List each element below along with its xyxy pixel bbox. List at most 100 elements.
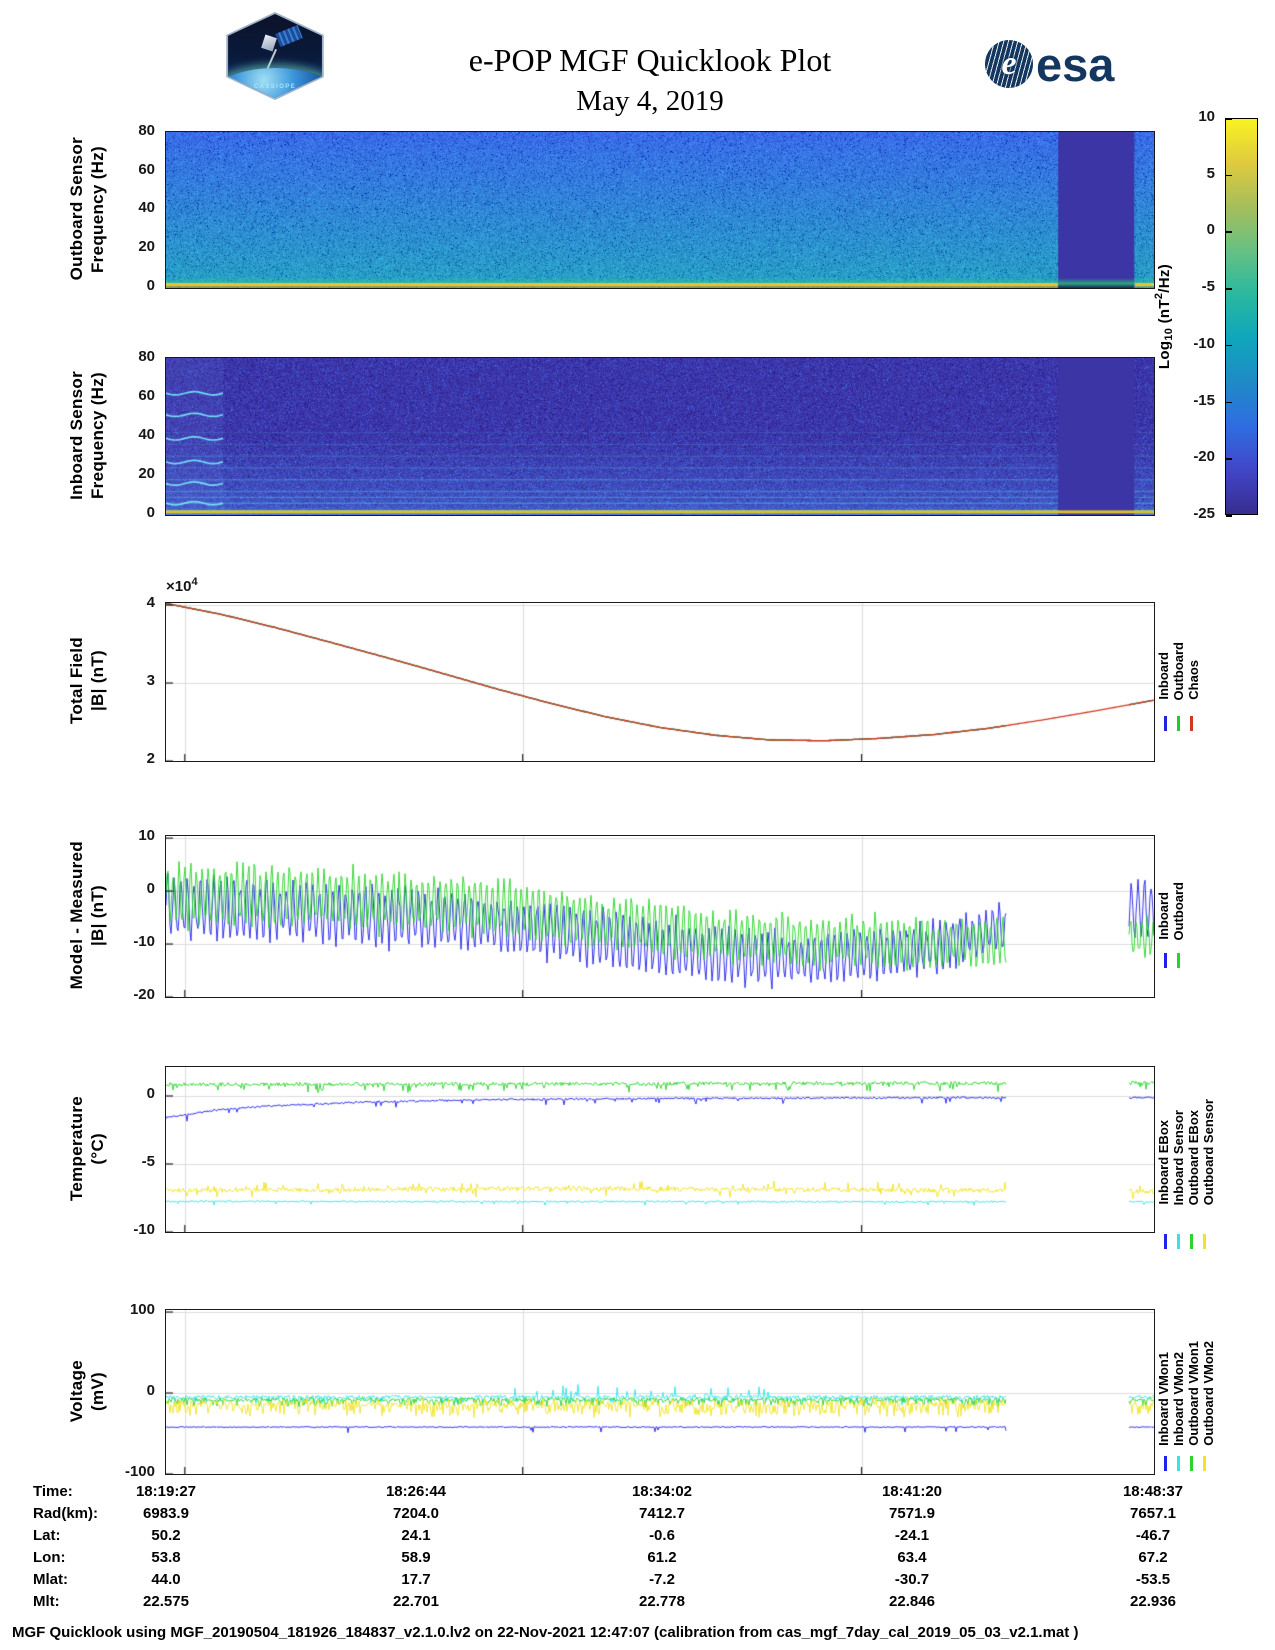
legend-swatch	[1164, 953, 1167, 968]
mission-patch-text: CASSIOPE	[253, 84, 297, 91]
plot-area-model-minus-measured	[165, 835, 1155, 998]
earth-icon	[228, 67, 322, 98]
axis-exponent-label: ×104	[166, 576, 266, 598]
esa-globe-letter: e	[1001, 45, 1017, 82]
legend-label: Inboard Sensor	[1171, 1109, 1187, 1205]
ephemeris-value: 18:34:02	[631, 1483, 693, 1500]
colorbar-tick-label: 0	[1206, 221, 1215, 239]
y-tick-label: 3	[146, 672, 155, 689]
colorbar-tick-label: 5	[1206, 164, 1215, 182]
ephemeris-row-label: Mlt:	[33, 1593, 60, 1610]
y-axis-label-line: Outboard Sensor	[66, 137, 86, 281]
legend-label: Inboard	[1156, 652, 1171, 700]
ephemeris-value: 24.1	[401, 1527, 431, 1544]
y-tick-label: 2	[146, 750, 155, 767]
plot-area-total-field	[165, 602, 1155, 762]
y-tick-label: 80	[138, 347, 155, 365]
ephemeris-value: 63.4	[897, 1549, 927, 1566]
legend-swatches-total-field	[1164, 716, 1224, 732]
legend-label: Outboard VMon2	[1201, 1341, 1217, 1446]
esa-logo: e esa	[985, 40, 1114, 88]
page-title: e-POP MGF Quicklook Plot	[468, 42, 832, 78]
ephemeris-value: 7657.1	[1130, 1505, 1176, 1522]
y-tick-label: 40	[138, 425, 155, 443]
legend-swatch	[1203, 1456, 1206, 1471]
y-axis-label-model-minus-measured: Model - Measured |B| (nT)	[28, 835, 146, 996]
colorbar-tick-label: -25	[1193, 505, 1215, 522]
ephemeris-value: 22.936	[1130, 1593, 1176, 1610]
ephemeris-row-label: Lon:	[33, 1549, 66, 1566]
y-tick-label: 0	[146, 1084, 155, 1102]
colorbar-tick-mark	[1226, 174, 1232, 177]
ephemeris-value: -53.5	[1135, 1571, 1171, 1588]
ephemeris-row-label: Mlat:	[33, 1571, 68, 1588]
legend-swatch	[1177, 1456, 1180, 1471]
ephemeris-row-label: Time:	[33, 1483, 73, 1500]
y-tick-label: 0	[146, 277, 155, 294]
plot-area-inboard-spectrogram	[165, 357, 1155, 516]
ephemeris-value: 7571.9	[889, 1505, 935, 1522]
y-tick-label: -100	[124, 1463, 155, 1480]
ephemeris-value: 67.2	[1138, 1549, 1168, 1566]
ephemeris-value: 22.778	[639, 1593, 685, 1610]
y-axis-label-line: Total Field	[66, 637, 86, 725]
legend-label: Chaos	[1186, 660, 1202, 700]
ephemeris-value: 6983.9	[143, 1505, 189, 1522]
colorbar-label-prefix: Log	[1155, 340, 1173, 370]
legend-temperature: Inboard EBox Inboard Sensor Outboard EBox O…	[1156, 1035, 1247, 1205]
ephemeris-row-label: Lat:	[33, 1527, 61, 1544]
y-tick-label: -10	[133, 1221, 155, 1238]
ephemeris-value: 22.846	[889, 1593, 935, 1610]
y-tick-label: 0	[146, 1382, 155, 1399]
legend-swatch	[1203, 1234, 1206, 1249]
plot-canvas-inboard-spectrogram	[166, 358, 1154, 515]
colorbar-tick-mark	[1226, 344, 1232, 347]
y-tick-label: 60	[138, 386, 155, 404]
y-tick-label: 20	[138, 238, 155, 256]
colorbar-axis-label: Log10 (nT2/Hz)	[1150, 118, 1178, 515]
y-tick-label: 20	[138, 464, 155, 482]
y-tick-label: -10	[133, 933, 155, 951]
header-titles: e-POP MGF Quicklook Plot May 4, 2019	[340, 42, 960, 118]
y-tick-label: 40	[138, 199, 155, 217]
y-tick-label: 10	[138, 827, 155, 845]
esa-globe-icon: e	[985, 40, 1033, 88]
colorbar-tick-label: 10	[1198, 108, 1215, 125]
ephemeris-value: 18:41:20	[881, 1483, 943, 1500]
y-tick-label: -5	[141, 1152, 155, 1170]
colorbar-label-suffix: /Hz)	[1155, 263, 1173, 293]
colorbar-tick-mark	[1226, 231, 1232, 234]
ephemeris-value: 22.575	[143, 1593, 189, 1610]
colorbar	[1225, 118, 1258, 515]
legend-model-minus-measured: Inboard Outboard	[1156, 770, 1247, 941]
exponent-power: 4	[191, 576, 198, 588]
ephemeris-value: 58.9	[401, 1549, 431, 1566]
ephemeris-value: 7412.7	[639, 1505, 685, 1522]
legend-swatches-model-minus-measured	[1164, 953, 1224, 969]
ephemeris-value: 61.2	[647, 1549, 677, 1566]
legend-swatch	[1190, 716, 1193, 731]
legend-label: Inboard VMon2	[1171, 1352, 1187, 1446]
ephemeris-value: 18:48:37	[1122, 1483, 1184, 1500]
legend-label: Outboard	[1171, 881, 1187, 941]
y-tick-label: 80	[138, 121, 155, 139]
esa-wordmark: esa	[1036, 37, 1115, 91]
legend-swatch	[1177, 716, 1180, 731]
legend-swatch	[1177, 1234, 1180, 1249]
legend-swatch	[1190, 1456, 1193, 1471]
colorbar-label-sup: 2	[1152, 292, 1165, 300]
ephemeris-value: 7204.0	[393, 1505, 439, 1522]
page-date: May 4, 2019	[576, 85, 724, 117]
legend-voltage: Inboard VMon1 Inboard VMon2 Outboard VMon1…	[1156, 1276, 1247, 1446]
colorbar-tick-label: -15	[1193, 391, 1215, 409]
y-tick-label: 0	[146, 504, 155, 521]
legend-swatch	[1164, 1234, 1167, 1249]
legend-label: Outboard	[1171, 641, 1187, 701]
legend-label: Inboard EBox	[1156, 1120, 1171, 1205]
plot-canvas-temperature	[166, 1067, 1154, 1232]
ephemeris-value: -24.1	[894, 1527, 930, 1544]
plot-area-outboard-spectrogram	[165, 131, 1155, 289]
colorbar-tick-label: -20	[1193, 448, 1215, 466]
y-axis-label-line: Inboard Sensor	[66, 371, 86, 500]
